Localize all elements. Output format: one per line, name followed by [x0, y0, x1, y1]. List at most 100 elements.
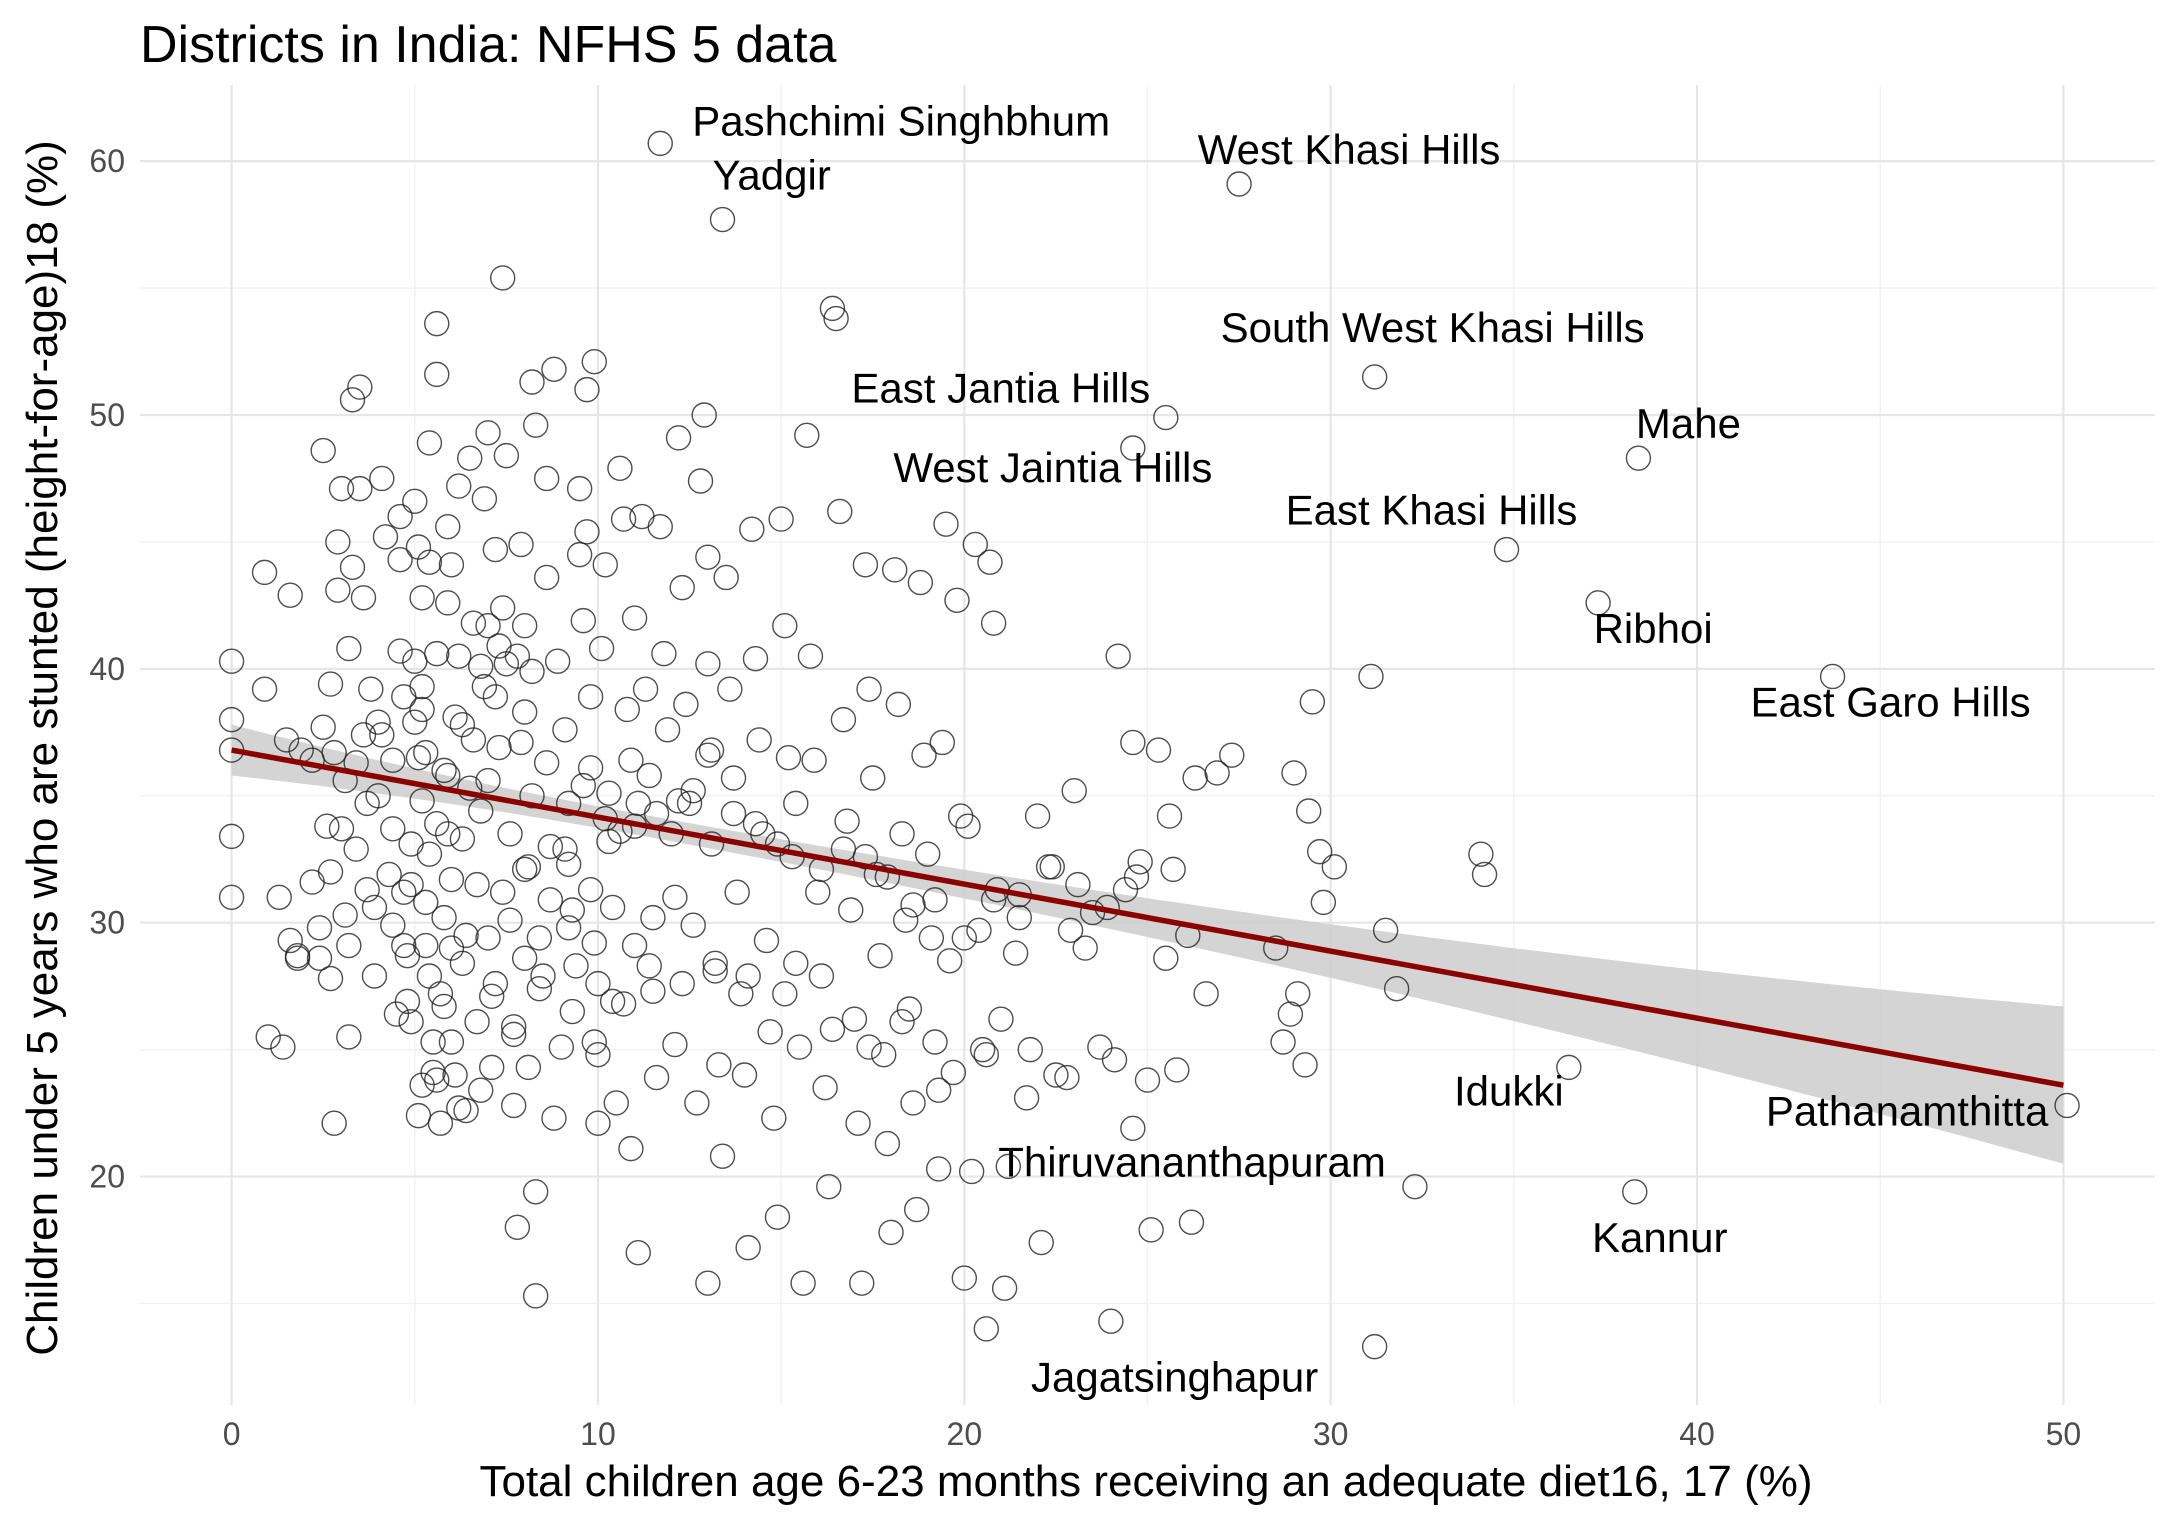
data-point — [618, 747, 644, 773]
data-point — [588, 635, 615, 662]
data-point — [449, 711, 476, 738]
data-point — [936, 948, 963, 974]
data-point — [504, 643, 531, 669]
point-label: East Garo Hills — [1751, 678, 2031, 725]
data-point — [446, 473, 472, 499]
data-point — [555, 915, 582, 941]
data-point — [336, 635, 362, 662]
data-point — [270, 1034, 296, 1060]
data-point — [347, 475, 373, 502]
data-point — [468, 798, 494, 824]
data-point — [317, 965, 344, 992]
chart-title: Districts in India: NFHS 5 data — [140, 16, 837, 74]
data-point — [1028, 1229, 1054, 1256]
data-point — [1219, 742, 1245, 768]
data-point — [453, 922, 479, 949]
data-point — [358, 676, 384, 702]
data-point — [1160, 856, 1186, 883]
data-point — [878, 1219, 904, 1246]
data-point — [398, 1008, 424, 1035]
data-point — [596, 828, 622, 855]
data-point — [1164, 1057, 1190, 1083]
data-point — [790, 1270, 816, 1296]
data-point — [610, 506, 637, 532]
data-point — [306, 915, 333, 941]
data-point — [475, 612, 501, 639]
data-point — [929, 729, 956, 756]
data-point — [757, 1019, 783, 1045]
data-point — [651, 640, 677, 667]
data-point — [537, 833, 564, 860]
data-point — [424, 310, 450, 337]
data-point — [764, 1204, 791, 1230]
data-point — [1138, 1217, 1164, 1243]
data-point — [940, 1059, 967, 1086]
data-point — [922, 887, 948, 913]
data-point — [490, 879, 516, 905]
data-point — [336, 1024, 362, 1050]
data-point — [625, 790, 651, 817]
data-point — [490, 265, 516, 291]
data-point — [720, 765, 747, 791]
data-point — [522, 412, 549, 438]
data-point — [973, 1041, 999, 1068]
data-point — [860, 765, 886, 791]
data-point — [387, 503, 413, 530]
data-point — [596, 780, 622, 806]
labeled-data-point — [1556, 1054, 1582, 1081]
data-point — [511, 945, 538, 971]
data-point — [449, 950, 476, 977]
data-point — [431, 993, 457, 1020]
data-point — [1057, 917, 1084, 944]
data-point — [457, 775, 483, 801]
data-point — [266, 884, 292, 911]
point-labels: Pashchimi Singhbhum Yadgir West Khasi Hill… — [692, 97, 2049, 1400]
data-point — [599, 988, 626, 1015]
data-point — [834, 808, 860, 834]
data-point — [599, 894, 626, 921]
data-point — [808, 963, 835, 989]
data-point — [695, 544, 721, 570]
data-point — [944, 587, 970, 614]
data-point — [1105, 643, 1131, 669]
data-point — [350, 585, 377, 611]
data-point — [490, 595, 516, 621]
data-point — [339, 387, 366, 413]
point-label: East Jantia Hills — [851, 365, 1150, 412]
data-point — [577, 755, 604, 781]
data-point — [555, 851, 582, 878]
data-point — [402, 709, 428, 735]
data-point — [1358, 663, 1384, 690]
y-tick-label: 40 — [89, 651, 125, 687]
point-label: Idukki — [1454, 1067, 1564, 1114]
data-point — [797, 643, 824, 669]
data-point — [698, 831, 725, 857]
data-point — [574, 376, 600, 403]
data-point — [702, 958, 728, 984]
data-point — [317, 859, 344, 885]
data-point — [493, 442, 520, 469]
data-point — [515, 1054, 542, 1081]
data-point — [405, 534, 432, 560]
data-point — [695, 742, 721, 768]
data-point — [1321, 854, 1348, 880]
data-point — [1039, 854, 1065, 880]
data-point — [500, 1014, 527, 1040]
data-point — [508, 531, 534, 558]
data-point — [640, 904, 666, 931]
data-point — [585, 1041, 611, 1068]
data-point — [783, 950, 809, 977]
data-point — [819, 1016, 846, 1043]
data-point — [676, 790, 703, 817]
labeled-data-point — [1120, 435, 1146, 461]
data-point — [643, 1064, 670, 1091]
data-point — [284, 942, 311, 969]
data-point — [618, 1135, 644, 1162]
y-axis-ticks: 20 30 40 50 60 — [89, 143, 125, 1194]
data-point — [519, 658, 545, 685]
data-point — [522, 1283, 549, 1309]
data-point — [662, 884, 688, 911]
y-tick-label: 20 — [89, 1159, 125, 1195]
data-point — [962, 531, 989, 558]
data-point — [460, 610, 487, 636]
